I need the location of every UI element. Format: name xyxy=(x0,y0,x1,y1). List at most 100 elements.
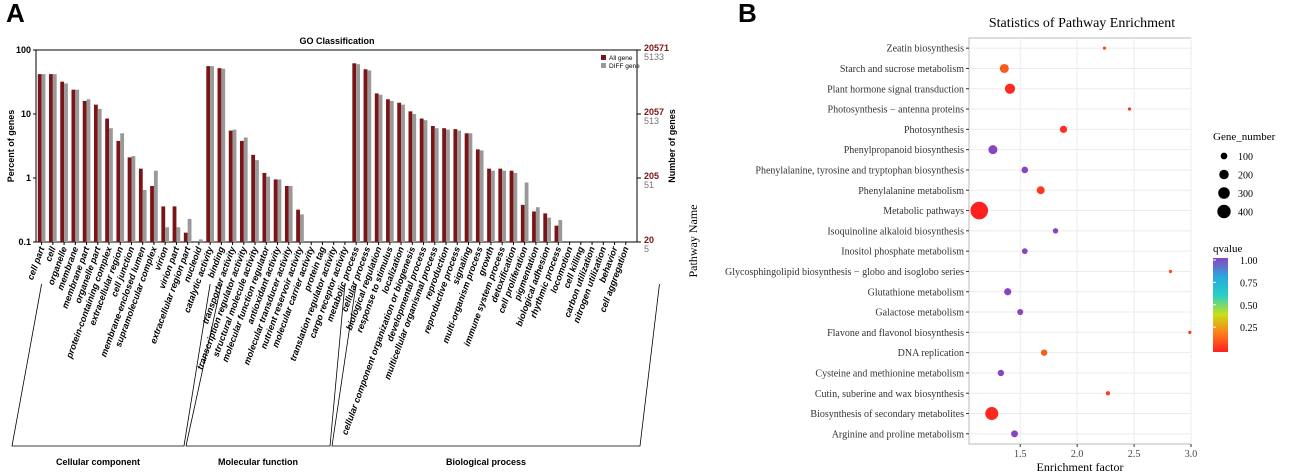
size-legend-dot xyxy=(1217,204,1231,219)
x-tick-label: 3.0 xyxy=(1185,449,1198,460)
data-point xyxy=(1052,228,1059,234)
bar-all-gene xyxy=(397,102,402,242)
y-tick-label: Glutathione metabolism xyxy=(868,287,965,298)
bar-diff-gene xyxy=(288,185,293,242)
bar-diff-gene xyxy=(266,176,271,242)
bar-diff-gene xyxy=(389,100,394,243)
chart-a-title: GO Classification xyxy=(299,36,374,46)
data-point xyxy=(970,201,989,220)
y-tick-left-label: 0.1 xyxy=(18,237,31,247)
bar-diff-gene xyxy=(120,133,125,242)
y-tick-right-all-label: 205 xyxy=(644,171,659,181)
y-tick-label: Galactose metabolism xyxy=(875,308,964,319)
y-tick-right-diff-label: 5 xyxy=(644,244,649,254)
bar-diff-gene xyxy=(401,104,405,243)
data-point xyxy=(1036,186,1045,195)
bar-diff-gene xyxy=(243,137,248,242)
bar-all-gene xyxy=(520,204,525,242)
bar-diff-gene xyxy=(535,207,540,242)
data-point xyxy=(1011,430,1019,438)
y-tick-label: Glycosphingolipid biosynthesis − globo a… xyxy=(725,267,964,278)
size-legend-dot xyxy=(1218,187,1230,199)
bar-all-gene xyxy=(430,125,435,242)
bar-all-gene xyxy=(251,154,256,242)
legend-swatch xyxy=(601,55,606,60)
data-point xyxy=(1004,288,1012,296)
bar-diff-gene xyxy=(446,129,450,242)
data-point xyxy=(1040,349,1048,356)
chart-a-plot-frame xyxy=(35,49,638,243)
y-tick-label: Phenylpropanoid biosynthesis xyxy=(844,145,964,156)
x-tick-label: 2.5 xyxy=(1128,449,1141,460)
color-legend-bar xyxy=(1213,258,1228,352)
bar-all-gene xyxy=(138,168,143,242)
color-legend-label: 1.00 xyxy=(1240,256,1258,267)
y-tick-label: Cysteine and methionine metabolism xyxy=(815,368,964,379)
bar-all-gene xyxy=(172,206,177,242)
bar-diff-gene xyxy=(513,172,518,242)
bar-diff-gene xyxy=(232,129,237,242)
data-point xyxy=(999,63,1009,73)
color-legend-label: 0.50 xyxy=(1240,301,1258,312)
bar-all-gene xyxy=(37,74,42,242)
bar-diff-gene xyxy=(277,179,282,242)
size-legend-label: 200 xyxy=(1238,171,1253,182)
bar-all-gene xyxy=(532,211,536,242)
bar-all-gene xyxy=(82,100,87,243)
y-tick-label: Zeatin biosynthesis xyxy=(887,44,965,55)
bar-all-gene xyxy=(217,68,222,243)
bar-all-gene xyxy=(127,157,132,242)
size-legend-label: 100 xyxy=(1238,152,1253,163)
bar-all-gene xyxy=(116,140,121,242)
bar-all-gene xyxy=(453,129,458,242)
bar-all-gene xyxy=(284,185,289,242)
bar-all-gene xyxy=(240,140,244,242)
bar-all-gene xyxy=(60,81,65,242)
bar-all-gene xyxy=(408,111,413,243)
bar-diff-gene xyxy=(210,66,214,242)
y-tick-right-diff-label: 513 xyxy=(644,116,659,126)
y-tick-label: Arginine and proline metabolism xyxy=(832,429,965,440)
bar-diff-gene xyxy=(434,128,439,242)
data-point xyxy=(1127,107,1132,111)
y-tick-right-diff-label: 5133 xyxy=(644,52,664,62)
data-point xyxy=(1004,83,1016,94)
bar-all-gene xyxy=(509,170,514,242)
bar-diff-gene xyxy=(558,220,563,242)
bar-diff-gene xyxy=(165,227,170,242)
y-axis-right-label: Number of genes xyxy=(667,109,677,183)
bar-all-gene xyxy=(543,213,548,242)
bar-all-gene xyxy=(49,74,53,242)
bar-diff-gene xyxy=(221,68,226,242)
bar-all-gene xyxy=(150,185,154,242)
data-point xyxy=(988,145,998,155)
y-tick-left-label: 10 xyxy=(21,109,31,119)
data-point xyxy=(1168,269,1173,274)
y-tick-label: Metabolic pathways xyxy=(883,206,964,217)
data-point xyxy=(1102,46,1107,50)
y-tick-label: Isoquinoline alkaloid biosynthesis xyxy=(827,226,964,237)
group-bracket xyxy=(331,283,660,447)
bar-diff-gene xyxy=(97,108,102,242)
panel-a-label: A xyxy=(6,0,25,28)
y-tick-label: DNA replication xyxy=(898,348,964,359)
bar-all-gene xyxy=(386,99,390,242)
bar-diff-gene xyxy=(131,156,136,242)
y-tick-label: Plant hormone signal transduction xyxy=(827,84,964,95)
bar-diff-gene xyxy=(524,182,529,242)
legend-swatch xyxy=(601,63,606,68)
y-tick-label: Photosynthesis − antenna proteins xyxy=(828,105,965,116)
y-tick-label: Cutin, suberine and wax biosynthesis xyxy=(815,389,964,400)
data-point xyxy=(1021,248,1028,255)
bar-diff-gene xyxy=(187,218,192,242)
y-tick-label: Biosynthesis of secondary metabolites xyxy=(810,409,964,420)
x-tick-label: 1.5 xyxy=(1014,449,1027,460)
bar-all-gene xyxy=(93,104,98,243)
x-tick-label: cell part xyxy=(25,244,47,281)
bar-all-gene xyxy=(374,93,379,243)
bar-diff-gene xyxy=(41,74,46,242)
y-tick-right-diff-label: 51 xyxy=(644,180,654,190)
y-axis-left-label: Percent of genes xyxy=(6,110,16,183)
bar-diff-gene xyxy=(423,120,428,242)
bar-all-gene xyxy=(487,168,491,242)
